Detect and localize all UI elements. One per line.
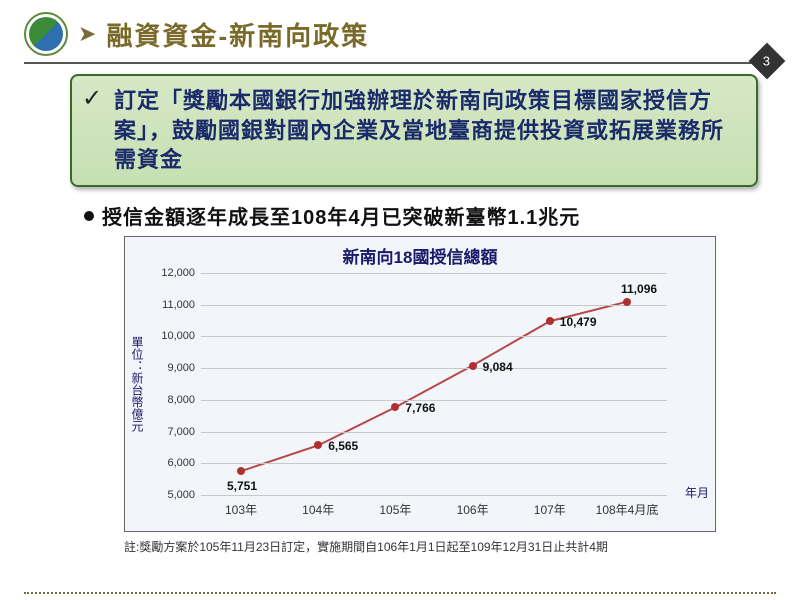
chart-ytick: 10,000 [161,330,195,342]
chart-xtick: 104年 [302,501,334,518]
bullet-dot-icon [84,211,94,221]
chart-gridline [201,273,667,274]
chart-line [201,273,667,495]
callout-box: ✓ 訂定「獎勵本國銀行加強辦理於新南向政策目標國家授信方案」，鼓勵國銀對國內企業… [70,74,758,187]
page-number: 3 [763,53,770,68]
chart-gridline [201,463,667,464]
chart-point-label: 5,751 [227,479,257,493]
chart-ytick: 8,000 [167,394,195,406]
chart-point [623,298,631,306]
check-icon: ✓ [82,84,102,113]
chart-point [546,317,554,325]
chart-ylabel: 單位：新台幣億元 [131,336,143,432]
chart-xtick: 105年 [379,501,411,518]
chart-point-label: 6,565 [328,439,358,453]
chart-ytick: 9,000 [167,362,195,374]
title-row: ➤ 融資資金-新南向政策 [24,12,776,56]
chart-ytick: 5,000 [167,489,195,501]
slide: ➤ 融資資金-新南向政策 3 ✓ 訂定「獎勵本國銀行加強辦理於新南向政策目標國家… [0,0,800,600]
chart-point-label: 10,479 [560,315,597,329]
chart-ytick: 11,000 [162,299,195,311]
chart-xtick: 108年4月底 [596,501,659,518]
chart-point [314,441,322,449]
chart-gridline [201,305,667,306]
logo-icon [24,12,68,56]
chart-xlabel: 年月 [685,484,709,501]
chart-plot-area: 年月 5,0006,0007,0008,0009,00010,00011,000… [201,273,667,495]
bullet-row: 授信金額逐年成長至108年4月已突破新臺幣1.1兆元 [84,201,776,230]
chart-point [469,362,477,370]
chart-gridline [201,495,667,496]
chart-gridline [201,432,667,433]
chart-ytick: 7,000 [167,426,195,438]
chart-point-label: 7,766 [405,401,435,415]
chevron-right-icon: ➤ [78,21,96,47]
chart-ytick: 12,000 [161,267,195,279]
footer-divider [24,592,776,594]
title-divider [24,62,776,64]
chart-ytick: 6,000 [167,457,195,469]
chart-xtick: 103年 [225,501,257,518]
chart-point-label: 11,096 [621,282,657,296]
bullet-text: 授信金額逐年成長至108年4月已突破新臺幣1.1兆元 [102,201,580,230]
footnote: 註:獎勵方案於105年11月23日訂定，實施期間自106年1月1日起至109年1… [124,538,776,555]
callout-text: 訂定「獎勵本國銀行加強辦理於新南向政策目標國家授信方案」，鼓勵國銀對國內企業及當… [114,86,742,175]
chart-point [391,403,399,411]
chart-point-label: 9,084 [483,360,513,374]
chart-xtick: 106年 [457,501,489,518]
chart-container: 新南向18國授信總額 單位：新台幣億元 年月 5,0006,0007,0008,… [124,236,716,532]
chart-gridline [201,336,667,337]
chart-gridline [201,368,667,369]
chart-title: 新南向18國授信總額 [125,237,715,270]
chart-point [237,467,245,475]
chart-xtick: 107年 [534,501,566,518]
slide-title: 融資資金-新南向政策 [106,16,369,53]
